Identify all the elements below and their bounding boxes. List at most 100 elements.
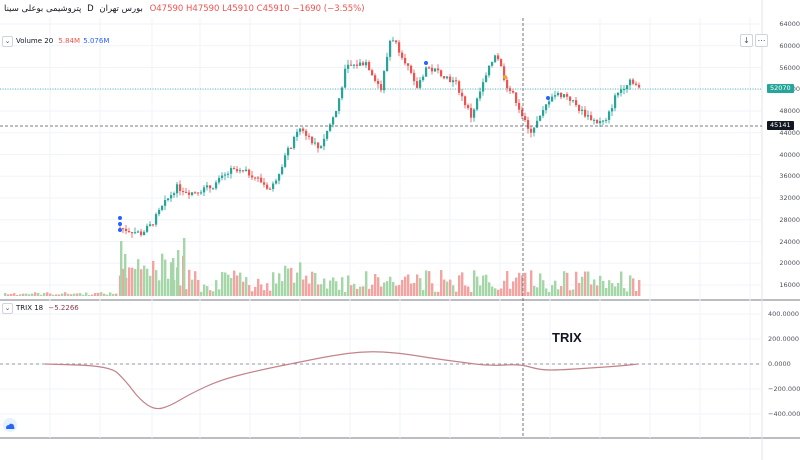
candle-body xyxy=(272,183,275,189)
volume-bar xyxy=(350,285,353,296)
volume-bar xyxy=(28,294,31,296)
trix-line xyxy=(44,351,639,410)
candle-body xyxy=(554,95,557,97)
candle-body xyxy=(566,94,569,97)
candle-body xyxy=(440,70,443,77)
volume-bar xyxy=(470,291,473,296)
volume-bar xyxy=(368,288,371,296)
volume-bar xyxy=(58,294,61,296)
candle-body xyxy=(290,147,293,149)
candle-body xyxy=(170,195,173,199)
volume-bar xyxy=(593,279,596,296)
volume-bar xyxy=(332,277,335,296)
cloud-icon xyxy=(6,423,15,429)
scroll-down-button[interactable]: ↓ xyxy=(740,34,753,47)
price-tick-label: 44000 xyxy=(779,128,800,137)
candle-body xyxy=(200,192,203,194)
candle-body xyxy=(539,115,542,121)
volume-bar xyxy=(524,272,527,296)
volume-bar xyxy=(437,291,440,296)
candle-body xyxy=(527,120,530,129)
volume-bar xyxy=(587,271,590,296)
trix-legend[interactable]: TRIX 18 −5.2266 xyxy=(16,304,79,312)
volume-bar xyxy=(512,281,515,296)
volume-bar xyxy=(464,285,467,296)
candle-body xyxy=(293,136,296,149)
volume-bar xyxy=(293,282,296,296)
price-tick-label: 20000 xyxy=(779,259,800,268)
candle-body xyxy=(203,187,206,193)
candle-body xyxy=(518,102,521,110)
volume-bar xyxy=(290,267,293,296)
candle-body xyxy=(638,84,641,88)
volume-bar xyxy=(251,291,254,296)
volume-label: Volume 20 xyxy=(16,37,54,45)
volume-bar xyxy=(518,272,521,296)
candle-body xyxy=(362,62,365,66)
candle-body xyxy=(173,193,176,196)
candle-body xyxy=(488,65,491,76)
candle-body xyxy=(224,174,227,176)
candle-body xyxy=(212,188,215,190)
candle-body xyxy=(278,174,281,181)
candle-body xyxy=(428,67,431,69)
volume-bar xyxy=(566,272,569,296)
trix-label: TRIX 18 xyxy=(16,304,44,312)
candle-body xyxy=(182,191,185,193)
volume-bar xyxy=(143,265,146,296)
volume-bar xyxy=(260,284,263,296)
volume-bar xyxy=(236,275,239,296)
symbol-legend[interactable]: پتروشیمی بوعلی سینا D بورس تهران O47590 … xyxy=(4,4,365,14)
change-value: −1690 (−3.55%) xyxy=(292,4,365,14)
candle-body xyxy=(485,75,488,83)
candle-body xyxy=(341,87,344,99)
volume-bar xyxy=(263,290,266,296)
candle-body xyxy=(284,155,287,167)
volume-bar xyxy=(13,293,16,296)
volume-bar xyxy=(22,293,25,296)
candle-body xyxy=(140,231,143,236)
price-candles xyxy=(119,36,641,238)
more-options-button[interactable]: ⋯ xyxy=(755,34,768,47)
candle-body xyxy=(122,228,125,230)
volume-bar xyxy=(452,285,455,296)
volume-bar xyxy=(473,270,476,296)
volume-bar xyxy=(308,283,311,296)
chart-overlays xyxy=(0,18,762,438)
volume-bar xyxy=(224,272,227,296)
volume-bar xyxy=(43,292,46,296)
volume-bar xyxy=(482,275,485,296)
trix-tick-label: 200.0000 xyxy=(768,335,800,343)
trix-tick-label: −400.0000 xyxy=(768,410,800,418)
candle-body xyxy=(458,81,461,93)
candle-body xyxy=(455,80,458,82)
tradingview-logo[interactable] xyxy=(3,418,17,432)
candle-body xyxy=(239,170,242,172)
collapse-legend-button[interactable]: ⌄ xyxy=(2,36,13,47)
volume-bar xyxy=(356,288,359,296)
volume-bar xyxy=(590,284,593,296)
volume-bar xyxy=(317,284,320,296)
collapse-trix-button[interactable]: ⌄ xyxy=(2,303,13,314)
volume-bar xyxy=(563,271,566,296)
candle-body xyxy=(386,56,389,72)
candle-body xyxy=(218,177,221,183)
candle-body xyxy=(545,104,548,111)
volume-bar xyxy=(626,291,629,296)
candle-body xyxy=(125,228,128,232)
volume-legend[interactable]: Volume 20 5.84M 5.076M xyxy=(16,37,109,45)
candle-body xyxy=(509,88,512,91)
price-tick-label: 28000 xyxy=(779,215,800,224)
volume-bar xyxy=(560,286,563,296)
volume-bar xyxy=(449,279,452,296)
volume-bar xyxy=(170,262,173,296)
volume-bar xyxy=(124,254,127,296)
volume-bar xyxy=(73,293,76,296)
volume-bar xyxy=(605,287,608,296)
candle-body xyxy=(137,231,140,233)
candle-body xyxy=(221,175,224,178)
volume-bar xyxy=(398,284,401,296)
trix-value: −5.2266 xyxy=(48,304,79,312)
candle-body xyxy=(491,62,494,66)
